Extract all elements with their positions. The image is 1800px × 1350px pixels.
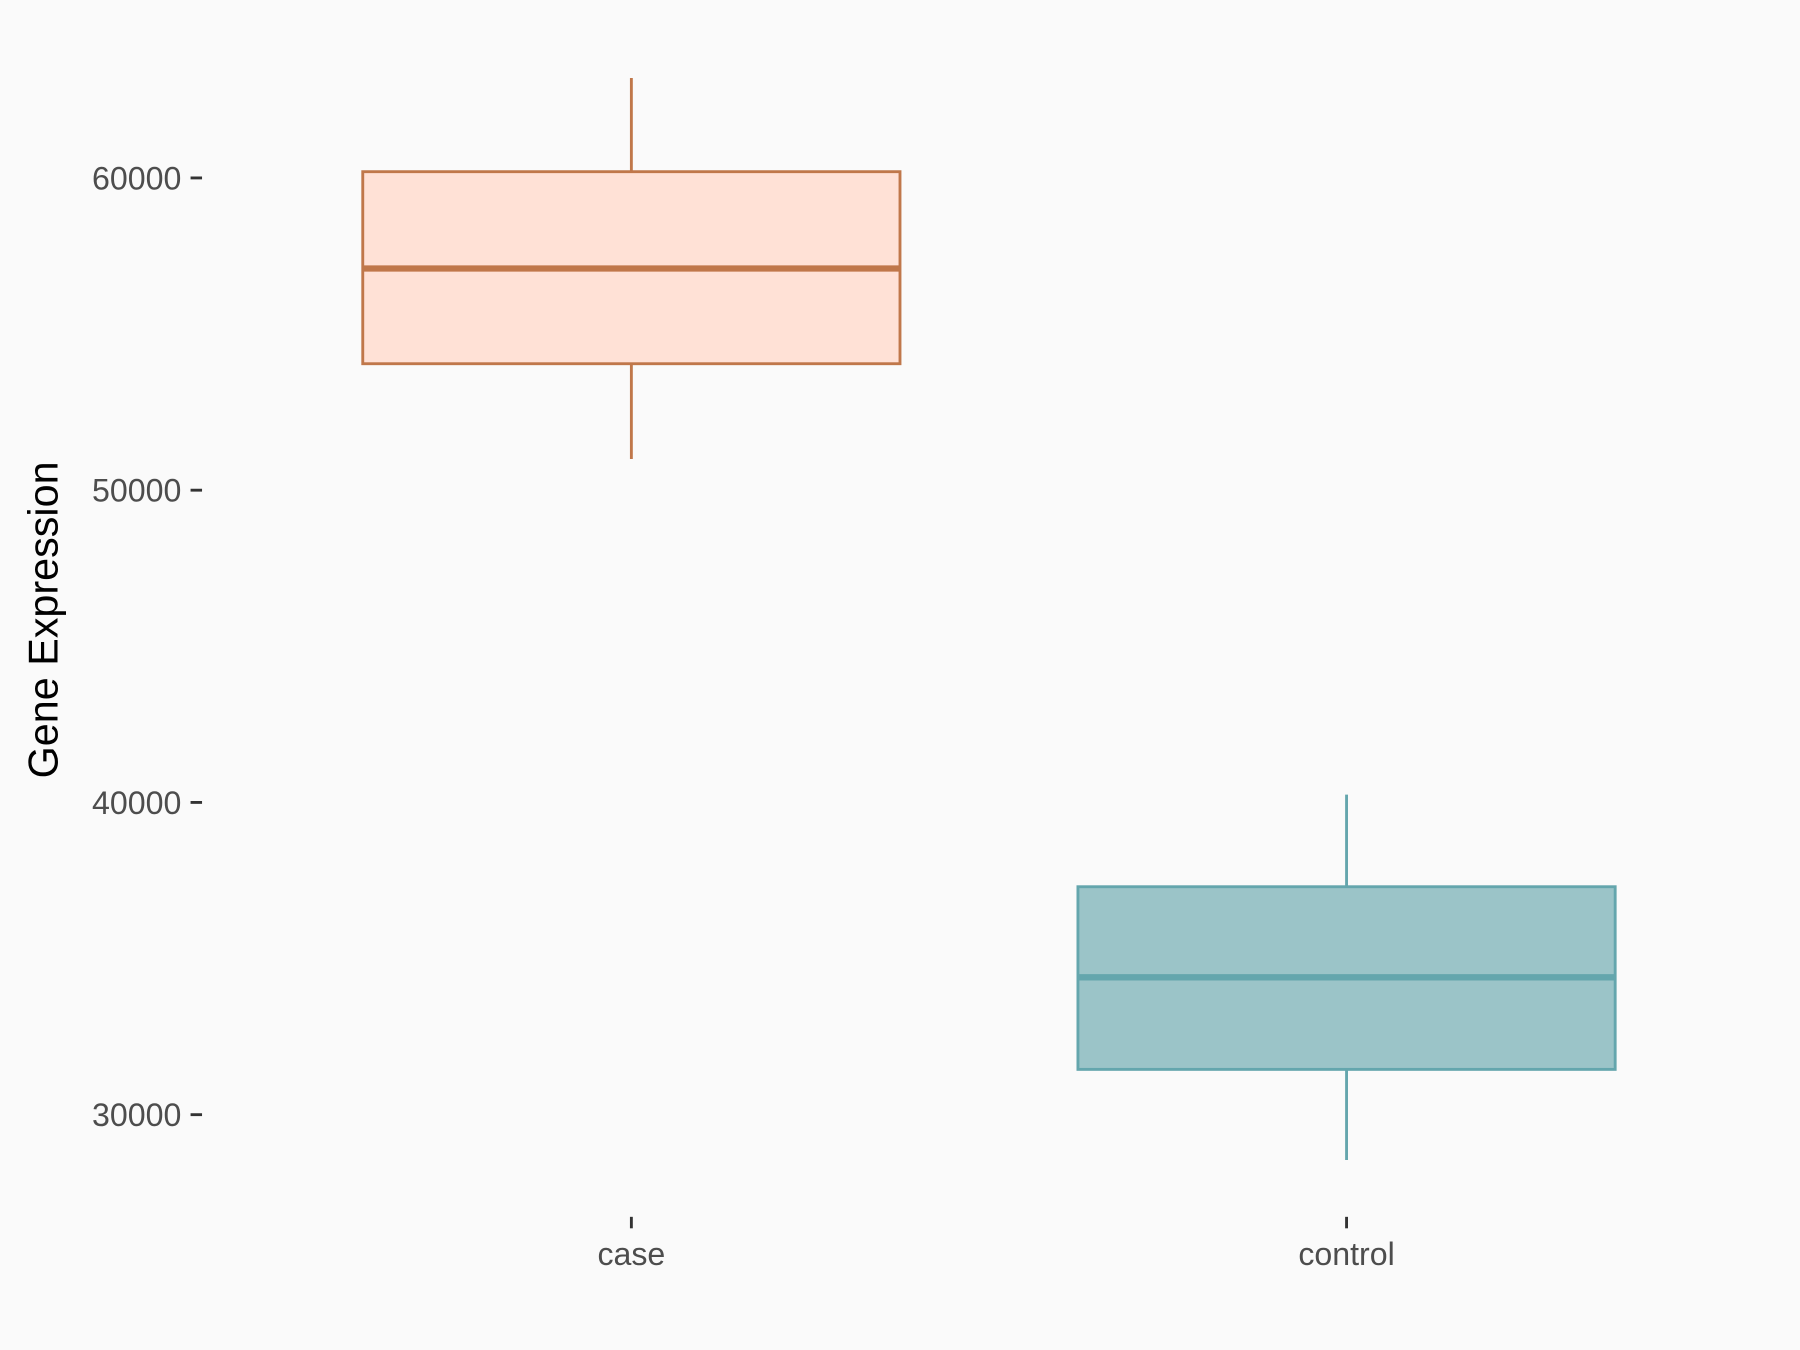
y-tick-label: 30000 bbox=[92, 1097, 181, 1133]
boxes bbox=[361, 78, 1617, 1160]
y-axis-title: Gene Expression bbox=[20, 461, 66, 778]
box-control bbox=[1076, 794, 1617, 1160]
y-tick-label: 60000 bbox=[92, 160, 181, 196]
y-axis: 30000 40000 50000 60000 bbox=[92, 160, 203, 1133]
x-axis: case control bbox=[597, 1216, 1395, 1272]
x-tick-label: case bbox=[597, 1236, 665, 1272]
y-tick-label: 50000 bbox=[92, 473, 181, 509]
y-tick-label: 40000 bbox=[92, 785, 181, 821]
x-tick-label: control bbox=[1298, 1236, 1394, 1272]
box-case bbox=[361, 78, 902, 459]
